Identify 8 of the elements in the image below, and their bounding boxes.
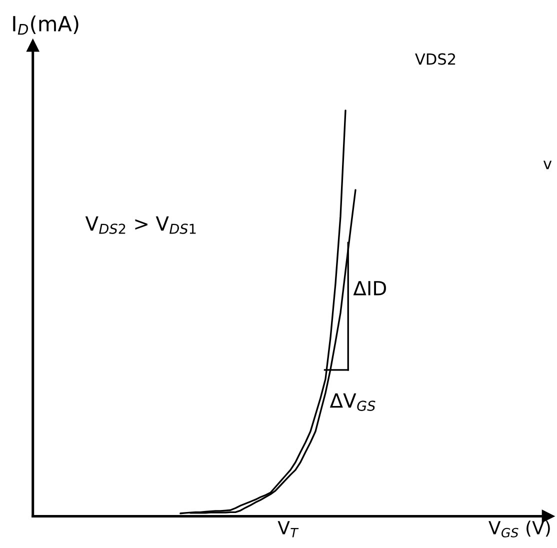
text: v (543, 160, 552, 170)
annotation: ΔID (353, 281, 386, 296)
y-axis-title: I$_{D}$(mA) (13, 15, 78, 35)
text: VDS2 (415, 53, 456, 65)
annotation: V$_{DS2}$ > V$_{DS1}$ (85, 216, 196, 234)
text: V$_{T}$ (278, 521, 299, 538)
annotation: ΔV$_{GS}$ (330, 393, 376, 411)
x-axis-title: V$_{GS}$ (V) (488, 520, 550, 538)
